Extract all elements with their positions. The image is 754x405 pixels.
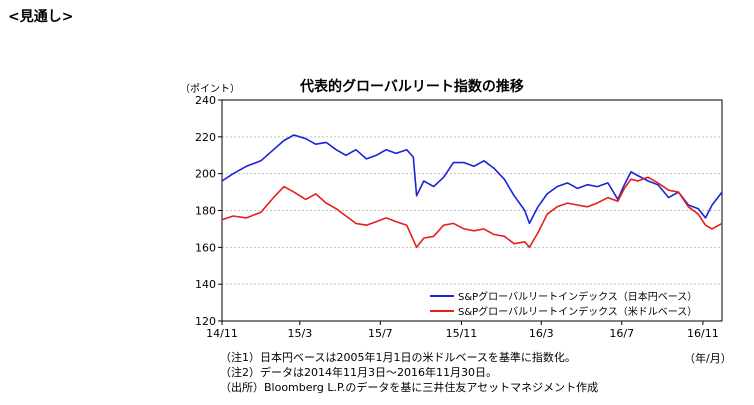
- y-tick-label: 240: [195, 94, 216, 107]
- notes-block: （注1）日本円ベースは2005年1月1日の米ドルベースを基準に指数化。 （注2）…: [220, 350, 598, 395]
- plot-frame: [221, 99, 723, 322]
- x-tick-label: 16/3: [529, 327, 554, 340]
- x-tick-label: 15/3: [287, 327, 312, 340]
- x-tick-label: 16/11: [687, 327, 719, 340]
- note-2: （注2）データは2014年11月3日～2016年11月30日。: [220, 366, 497, 379]
- y-tick-label: 120: [195, 315, 216, 328]
- series-line-usd: [221, 176, 723, 249]
- x-tick-label: 14/11: [206, 327, 238, 340]
- y-tick-label: 200: [195, 168, 216, 181]
- note-1: （注1）日本円ベースは2005年1月1日の米ドルベースを基準に指数化。: [220, 351, 576, 364]
- series-line-jpy: [221, 134, 723, 225]
- x-tick-label: 15/7: [368, 327, 393, 340]
- y-tick-label: 220: [195, 131, 216, 144]
- y-axis-unit-label: （ポイント）: [180, 84, 240, 95]
- note-source: （出所）Bloomberg L.P.のデータを基に三井住友アセットマネジメント作…: [220, 381, 599, 394]
- x-tick-label: 15/11: [446, 327, 478, 340]
- y-tick-label: 180: [195, 205, 216, 218]
- x-tick-label: 16/7: [609, 327, 634, 340]
- x-axis-unit-label: （年/月）: [684, 352, 732, 365]
- section-heading: <見通し>: [8, 9, 74, 25]
- legend-label-usd: S&Pグローバルリートインデックス（米ドルベース）: [458, 305, 697, 318]
- y-tick-label: 160: [195, 241, 216, 254]
- legend-label-jpy: S&Pグローバルリートインデックス（日本円ベース）: [458, 290, 697, 303]
- chart-title: 代表的グローバルリート指数の推移: [300, 79, 524, 95]
- y-tick-label: 140: [195, 278, 216, 291]
